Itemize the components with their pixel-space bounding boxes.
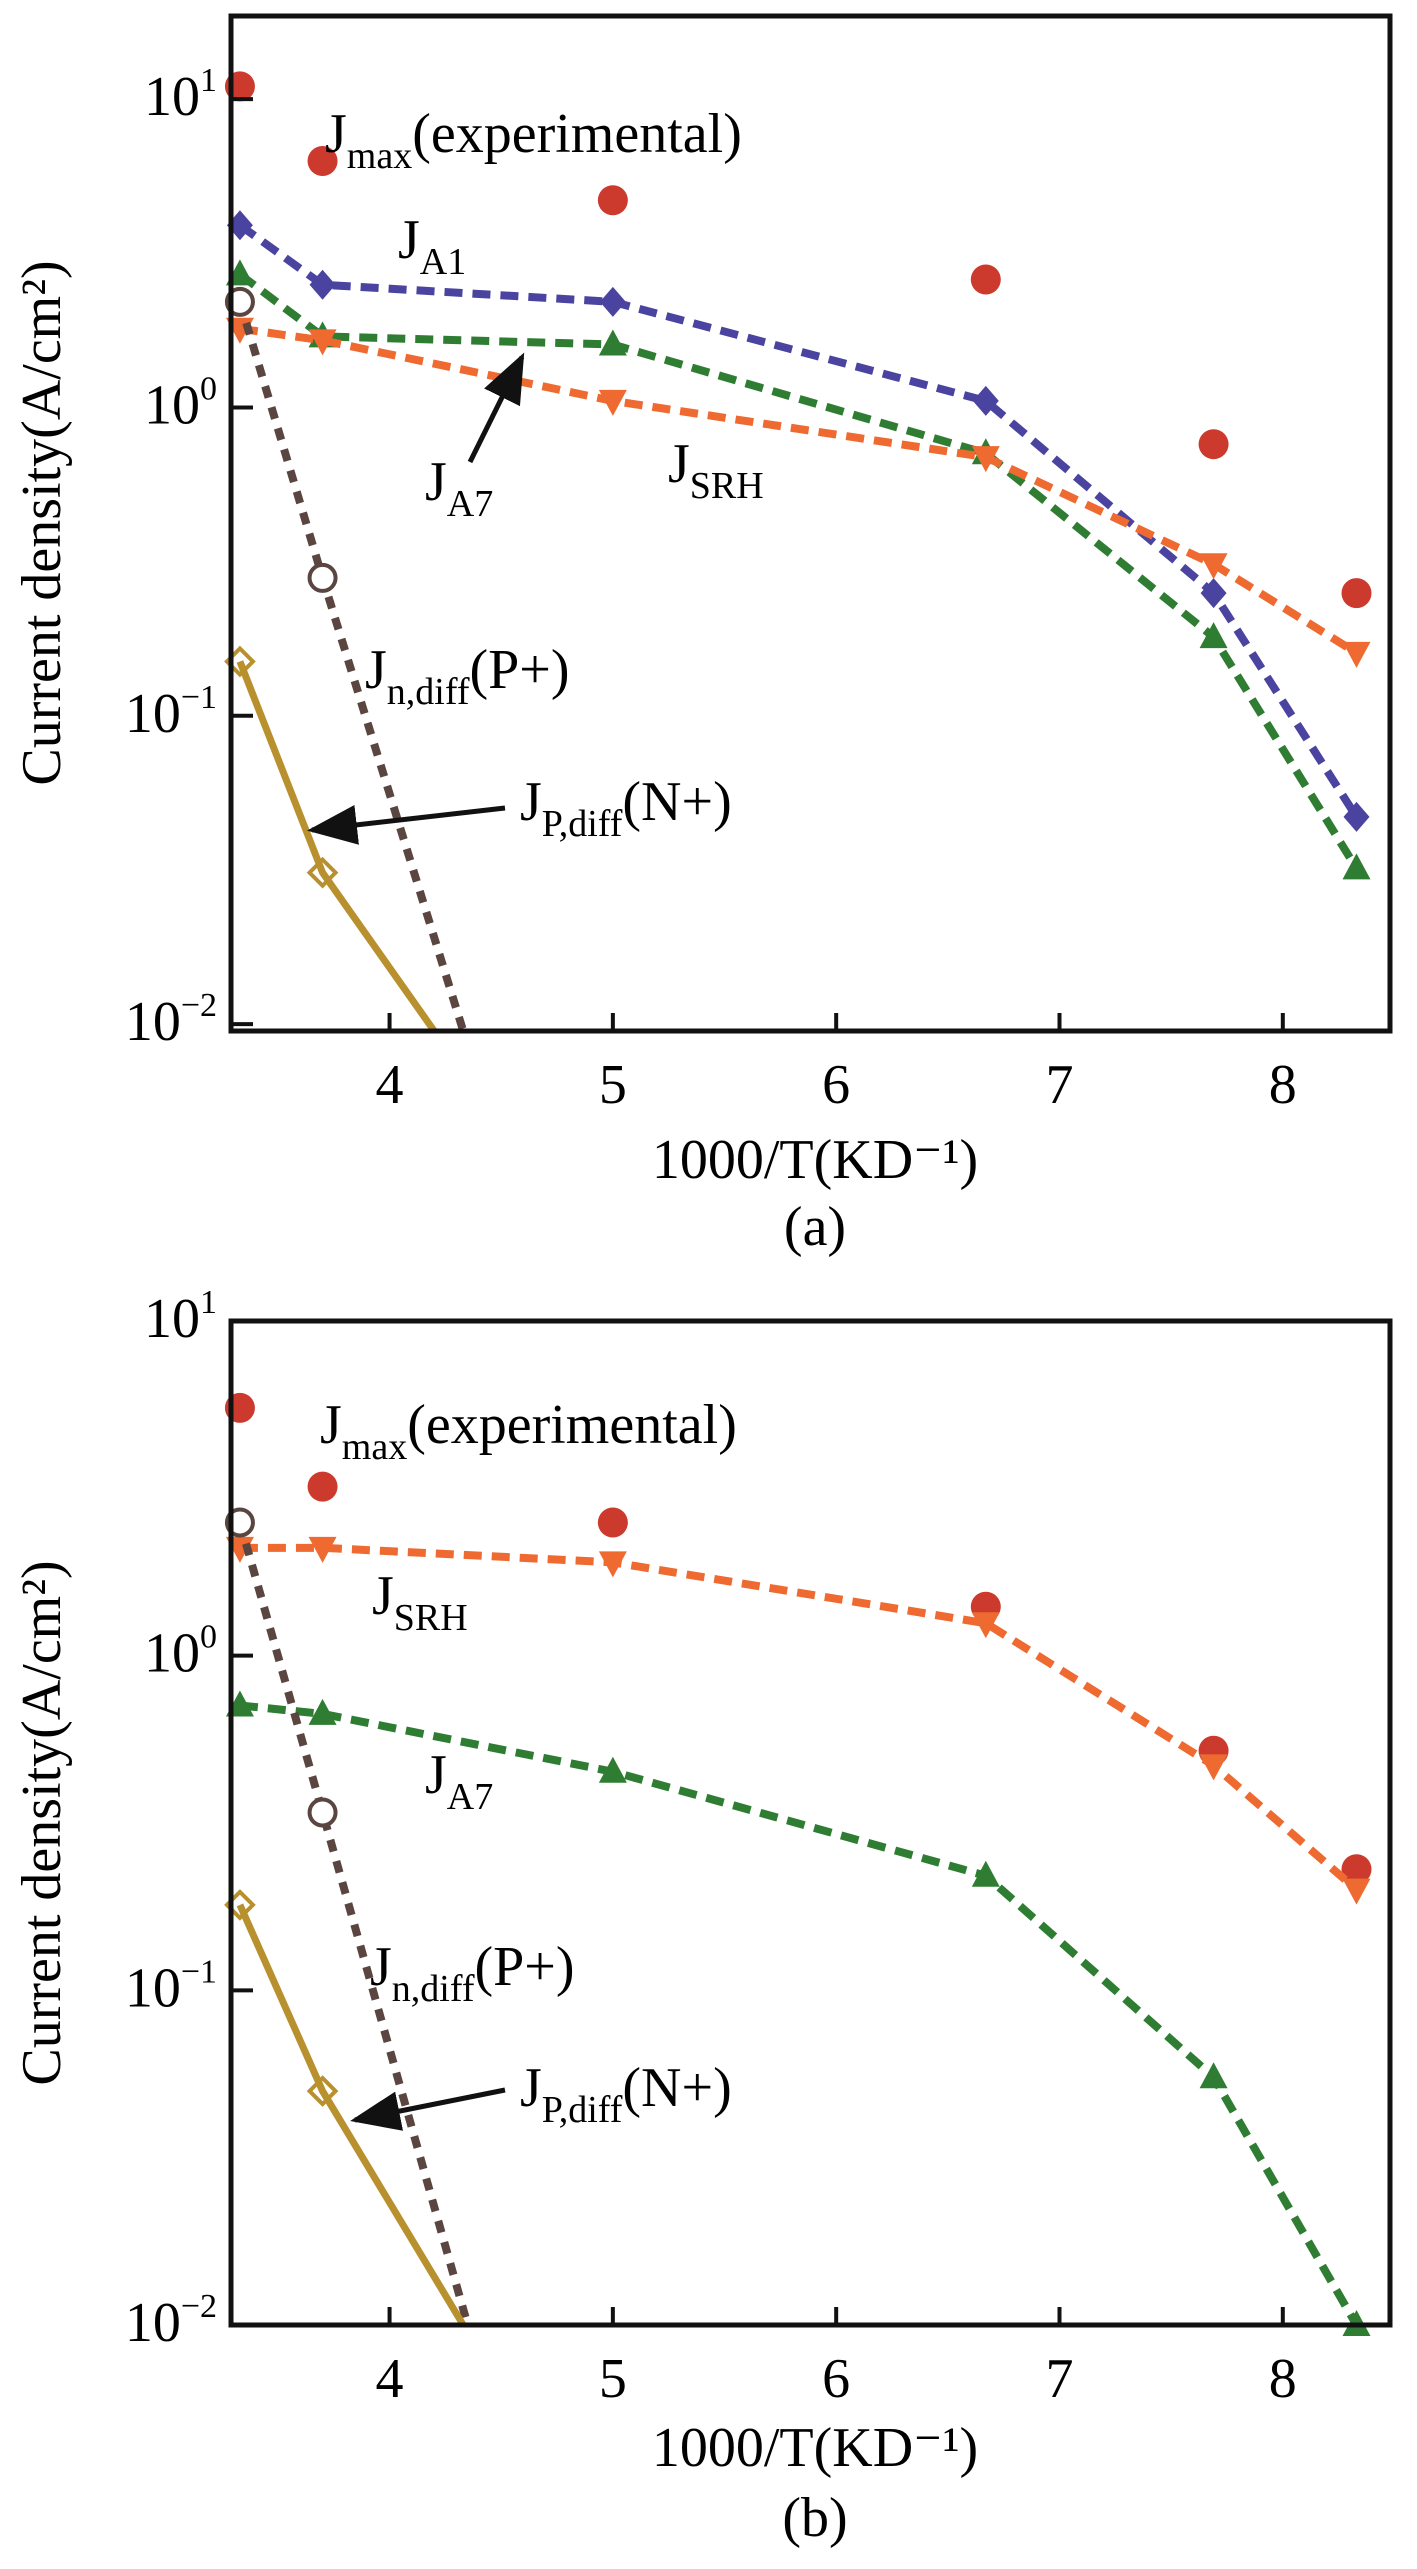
x-axis-title-a: 1000/T(KD⁻¹) <box>652 1129 978 1191</box>
data-point <box>598 389 627 416</box>
series-line <box>236 300 468 1033</box>
panel-label-b: (b) <box>782 2487 847 2549</box>
plot-frame-b <box>228 1318 1393 2328</box>
y-ticks-b: 101 100 10−1 10−2 <box>125 1284 253 2354</box>
y-tick-label: 10−1 <box>125 679 217 745</box>
y-tick-label: 100 <box>144 370 217 436</box>
annotation-jpdiff-a: JP,diff(N+) <box>520 771 732 845</box>
data-point <box>1199 1754 1228 1781</box>
x-tick-label: 8 <box>1269 1054 1297 1116</box>
x-axis-title-b: 1000/T(KD⁻¹) <box>652 2417 978 2479</box>
x-tick-label: 6 <box>822 2348 850 2410</box>
x-tick-label: 8 <box>1269 2348 1297 2410</box>
series-jn-diff-p- <box>224 286 468 1033</box>
data-point <box>971 446 1000 473</box>
annotation-ja1-a: JA1 <box>398 209 466 283</box>
series-jsrh <box>225 317 1371 668</box>
data-point <box>1343 801 1370 832</box>
series-line <box>237 271 1360 871</box>
y-tick-label: 10−2 <box>125 2288 217 2354</box>
x-tick-label: 7 <box>1045 2348 1073 2410</box>
series-line <box>236 660 438 1034</box>
data-point <box>307 1471 338 1502</box>
x-tick-label: 5 <box>599 1054 627 1116</box>
x-ticks-b: 4 5 6 7 8 <box>376 2307 1297 2410</box>
data-point <box>1341 1854 1372 1885</box>
x-tick-label: 7 <box>1045 1054 1073 1116</box>
series-line <box>239 324 1359 657</box>
annotation-jsrh-a: JSRH <box>668 433 764 507</box>
data-point <box>598 1551 627 1578</box>
y-tick-label: 101 <box>144 1284 217 1350</box>
series-line <box>236 1521 472 2327</box>
data-point <box>1198 429 1229 460</box>
data-point <box>309 269 336 300</box>
data-point <box>1342 641 1371 668</box>
annotation-jmax-b: Jmax(experimental) <box>320 1394 737 1468</box>
chart-panel-a: 4 5 6 7 8 101 100 10−1 10−2 Current density(A/c… <box>11 13 1393 1258</box>
chart-panel-b: 4 5 6 7 8 101 100 10−1 10−2 Current density(A/c… <box>11 1284 1393 2549</box>
series-jsrh <box>225 1536 1371 1905</box>
data-point <box>971 1612 1000 1639</box>
x-tick-label: 4 <box>376 2348 404 2410</box>
y-tick-label: 10−2 <box>125 987 217 1053</box>
series-ja7 <box>225 1690 1371 2336</box>
data-point <box>308 1698 337 1725</box>
annotation-ja7-a: JA7 <box>425 451 493 525</box>
data-point <box>599 286 626 317</box>
data-point <box>598 329 627 356</box>
x-tick-label: 6 <box>822 1054 850 1116</box>
y-axis-title-a: Current density(A/cm²) <box>11 260 73 785</box>
arrow-ja7-a <box>467 352 525 464</box>
series-line <box>239 1543 1360 1893</box>
plot-area-b <box>224 1392 1372 2336</box>
annotation-jmax-a: Jmax(experimental) <box>325 103 742 177</box>
data-point <box>307 1797 338 1828</box>
x-ticks-a: 4 5 6 7 8 <box>376 1013 1297 1116</box>
data-point <box>1342 1878 1371 1905</box>
annotation-jndiff-a: Jn,diff(P+) <box>365 639 570 713</box>
data-point <box>308 1536 337 1563</box>
y-tick-label: 100 <box>144 1619 217 1685</box>
arrow-jpdiff-a <box>307 805 506 845</box>
arrow-jpdiff-b <box>350 2087 506 2131</box>
data-point <box>1341 578 1372 609</box>
annotation-jsrh-b: JSRH <box>372 1565 468 1639</box>
y-tick-label: 10−1 <box>125 1953 217 2019</box>
data-point <box>971 1860 1000 1887</box>
data-point <box>307 562 338 593</box>
data-point <box>598 1756 627 1783</box>
data-point <box>307 145 338 176</box>
data-point <box>970 264 1001 295</box>
series-ja7 <box>225 259 1371 880</box>
data-point <box>308 329 337 356</box>
series-line <box>236 1903 467 2327</box>
x-tick-label: 5 <box>599 2348 627 2410</box>
series-jp-diff-n- <box>224 1889 467 2327</box>
data-point <box>306 856 339 889</box>
data-point <box>972 385 999 416</box>
series-line <box>237 221 1360 820</box>
series-ja1 <box>226 210 1370 832</box>
annotation-jpdiff-b: JP,diff(N+) <box>520 2057 732 2131</box>
plot-frame-a <box>228 13 1393 1034</box>
data-point <box>306 2075 339 2107</box>
y-axis-title-b: Current density(A/cm²) <box>11 1560 73 2085</box>
data-point <box>597 185 628 216</box>
panel-label-a: (a) <box>784 1196 846 1258</box>
data-point <box>1199 553 1228 580</box>
annotation-ja7-b: JA7 <box>425 1744 493 1818</box>
series-line <box>239 1701 1360 2327</box>
data-point <box>1342 853 1371 880</box>
x-tick-label: 4 <box>376 1054 404 1116</box>
plot-area-a <box>224 71 1372 1034</box>
annotation-jndiff-b: Jn,diff(P+) <box>370 1936 575 2010</box>
data-point <box>1200 578 1227 609</box>
y-ticks-a: 101 100 10−1 10−2 <box>125 62 253 1053</box>
data-point <box>1199 622 1228 649</box>
data-point <box>597 1507 628 1538</box>
data-point <box>1199 2062 1228 2089</box>
y-tick-label: 101 <box>144 62 217 128</box>
